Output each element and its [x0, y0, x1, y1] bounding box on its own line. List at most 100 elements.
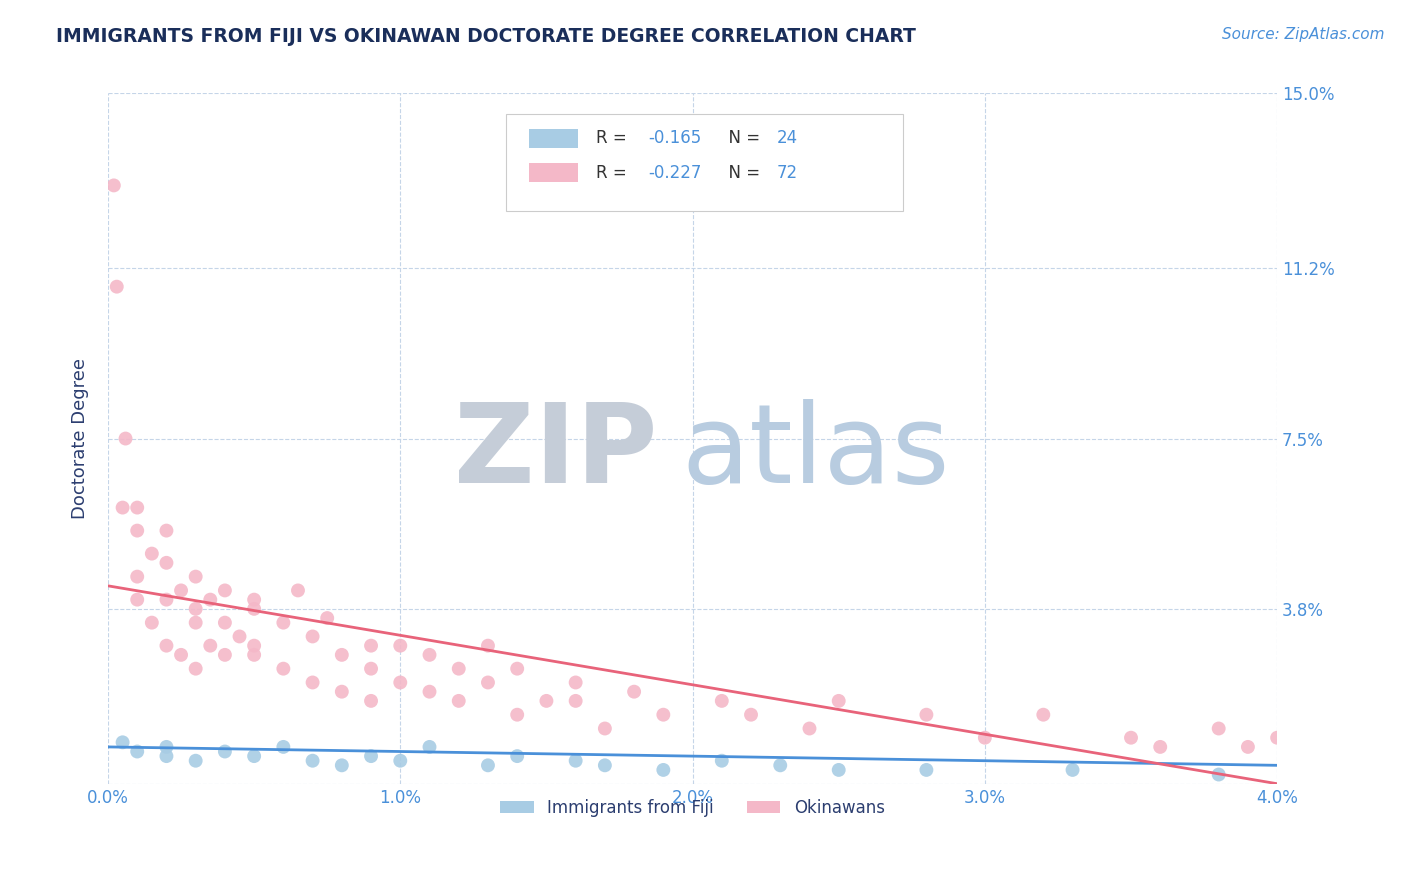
Point: [155, 739, 177, 754]
Point: [828, 763, 851, 777]
Point: [593, 758, 616, 772]
Point: [287, 583, 309, 598]
Point: [447, 694, 470, 708]
Point: [389, 754, 412, 768]
Point: [536, 694, 558, 708]
Point: [330, 684, 353, 698]
Point: [184, 662, 207, 676]
Point: [184, 569, 207, 583]
Text: N =: N =: [718, 129, 766, 147]
Point: [105, 279, 128, 293]
Text: R =: R =: [596, 164, 631, 182]
Point: [652, 707, 675, 722]
Point: [127, 569, 149, 583]
Point: [184, 615, 207, 630]
Y-axis label: Doctorate Degree: Doctorate Degree: [72, 358, 89, 519]
Point: [360, 662, 382, 676]
Point: [301, 754, 323, 768]
FancyBboxPatch shape: [529, 163, 578, 183]
Point: [740, 707, 762, 722]
Point: [243, 749, 266, 764]
Point: [915, 763, 938, 777]
Text: Source: ZipAtlas.com: Source: ZipAtlas.com: [1222, 27, 1385, 42]
Point: [564, 694, 586, 708]
Point: [330, 758, 353, 772]
Text: atlas: atlas: [681, 399, 949, 506]
Point: [155, 556, 177, 570]
Point: [973, 731, 995, 745]
Point: [710, 694, 733, 708]
Point: [301, 675, 323, 690]
Point: [360, 639, 382, 653]
Point: [170, 648, 193, 662]
Point: [506, 662, 529, 676]
Point: [506, 707, 529, 722]
Point: [141, 615, 163, 630]
Text: 24: 24: [776, 129, 797, 147]
Point: [273, 662, 295, 676]
Point: [506, 749, 529, 764]
Point: [389, 675, 412, 690]
Point: [1354, 749, 1376, 764]
Point: [593, 722, 616, 736]
Text: 72: 72: [776, 164, 797, 182]
Point: [214, 648, 236, 662]
Point: [155, 749, 177, 764]
Point: [564, 675, 586, 690]
Point: [915, 707, 938, 722]
Point: [1295, 749, 1317, 764]
Point: [418, 684, 440, 698]
Point: [243, 639, 266, 653]
Point: [114, 432, 136, 446]
Text: R =: R =: [596, 129, 631, 147]
FancyBboxPatch shape: [529, 128, 578, 148]
Text: N =: N =: [718, 164, 766, 182]
Point: [200, 639, 222, 653]
Point: [127, 592, 149, 607]
Point: [360, 749, 382, 764]
Point: [1208, 722, 1230, 736]
Legend: Immigrants from Fiji, Okinawans: Immigrants from Fiji, Okinawans: [494, 792, 891, 823]
Point: [710, 754, 733, 768]
Point: [828, 694, 851, 708]
Point: [564, 754, 586, 768]
Point: [1062, 763, 1084, 777]
Point: [477, 639, 499, 653]
Point: [1237, 739, 1260, 754]
Point: [214, 745, 236, 759]
Text: -0.165: -0.165: [648, 129, 702, 147]
Point: [273, 739, 295, 754]
Point: [1149, 739, 1171, 754]
Point: [184, 602, 207, 616]
Point: [769, 758, 792, 772]
Point: [623, 684, 645, 698]
Point: [301, 630, 323, 644]
Point: [184, 754, 207, 768]
Point: [127, 745, 149, 759]
Point: [243, 602, 266, 616]
Point: [799, 722, 821, 736]
Point: [330, 648, 353, 662]
Point: [155, 524, 177, 538]
Text: -0.227: -0.227: [648, 164, 702, 182]
Text: ZIP: ZIP: [454, 399, 658, 506]
Point: [200, 592, 222, 607]
Text: IMMIGRANTS FROM FIJI VS OKINAWAN DOCTORATE DEGREE CORRELATION CHART: IMMIGRANTS FROM FIJI VS OKINAWAN DOCTORA…: [56, 27, 917, 45]
Point: [418, 648, 440, 662]
Point: [155, 639, 177, 653]
Point: [1032, 707, 1054, 722]
Point: [273, 615, 295, 630]
Point: [214, 583, 236, 598]
Point: [170, 583, 193, 598]
Point: [111, 500, 134, 515]
Point: [1265, 731, 1288, 745]
Point: [127, 524, 149, 538]
Point: [477, 675, 499, 690]
Point: [243, 592, 266, 607]
Point: [228, 630, 250, 644]
Point: [243, 648, 266, 662]
Point: [389, 639, 412, 653]
Point: [1119, 731, 1142, 745]
Point: [477, 758, 499, 772]
Point: [316, 611, 339, 625]
